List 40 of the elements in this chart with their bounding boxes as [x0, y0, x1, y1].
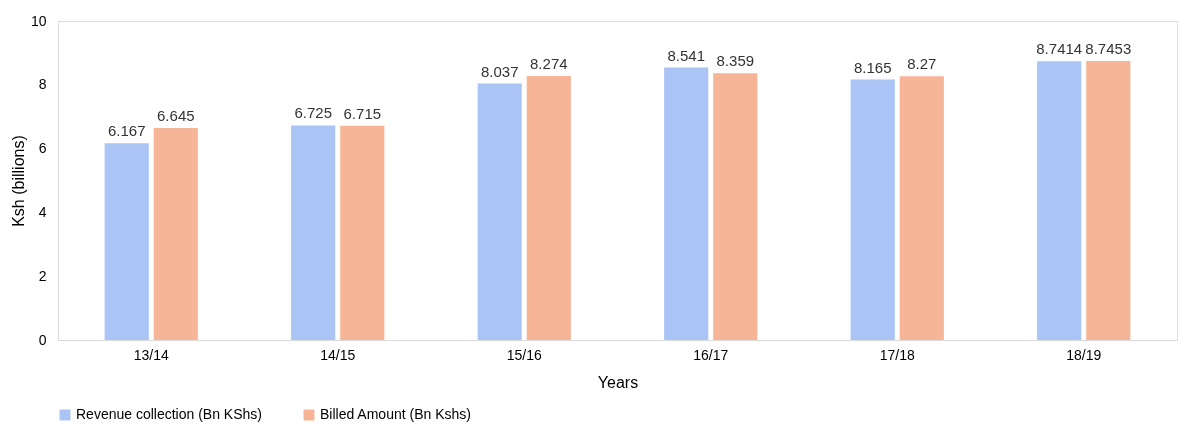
x-tick-label: 18/19 — [1066, 346, 1102, 363]
y-tick-label: 6 — [38, 140, 47, 157]
bar — [1086, 61, 1131, 340]
bar — [291, 125, 336, 340]
bar — [850, 79, 895, 340]
data-label: 6.725 — [294, 104, 332, 122]
data-label: 8.165 — [853, 58, 892, 76]
x-tick-label: 17/18 — [879, 346, 915, 363]
bar — [477, 83, 522, 340]
data-label: 8.7414 — [1036, 40, 1083, 58]
x-tick-label: 15/16 — [506, 346, 542, 363]
data-label: 6.715 — [343, 104, 382, 122]
y-axis-title: Ksh (billions) — [9, 135, 27, 227]
data-label: 8.037 — [480, 62, 519, 80]
bar — [1037, 61, 1082, 340]
x-tick-label: 13/14 — [133, 346, 169, 363]
data-label: 8.541 — [667, 46, 705, 64]
x-axis-title: Years — [597, 373, 639, 391]
y-tick-label: 4 — [38, 203, 47, 220]
data-label: 8.27 — [907, 55, 937, 73]
data-label: 8.7453 — [1085, 40, 1132, 58]
y-tick-label: 0 — [38, 331, 47, 348]
x-tick-label: 14/15 — [320, 346, 356, 363]
bar — [526, 76, 571, 340]
data-label: 8.274 — [530, 55, 568, 73]
legend-label: Billed Amount (Bn Kshs) — [320, 406, 471, 422]
bar — [713, 73, 758, 340]
bar — [104, 143, 149, 340]
y-tick-label: 8 — [38, 76, 47, 93]
data-label: 6.167 — [107, 122, 146, 140]
bar — [664, 67, 709, 340]
bar — [340, 125, 385, 340]
data-label: 8.359 — [716, 52, 755, 70]
bar — [153, 128, 198, 340]
data-label: 6.645 — [157, 107, 195, 125]
y-tick-label: 10 — [30, 12, 47, 29]
y-tick-label: 2 — [38, 267, 47, 284]
bar — [899, 76, 944, 340]
legend-label: Revenue collection (Bn KShs) — [76, 406, 262, 422]
x-tick-label: 16/17 — [693, 346, 729, 363]
